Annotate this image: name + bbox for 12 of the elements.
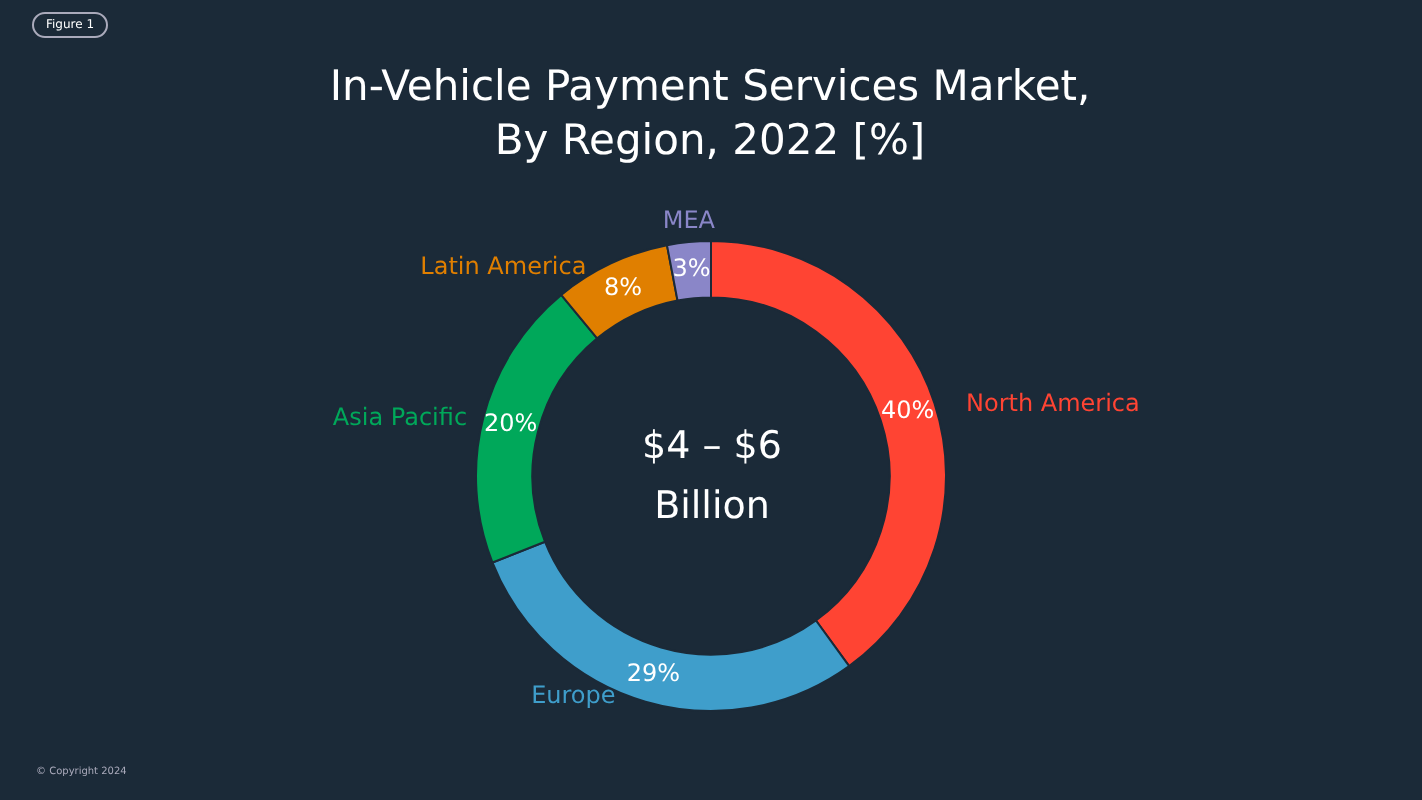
slice-label: Asia Pacific — [332, 402, 468, 431]
data-label: 29% — [626, 658, 680, 687]
data-label: 20% — [484, 408, 538, 437]
data-label: 8% — [603, 273, 642, 302]
chart-title: In-Vehicle Payment Services Market, By Region, 2022 [%] — [327, 60, 1093, 168]
data-label: 40% — [881, 396, 935, 425]
slice-label: Europe — [531, 681, 616, 710]
slice-label: MEA — [662, 206, 717, 235]
data-label: 3% — [672, 254, 711, 283]
slice-label: Latin America — [420, 251, 587, 280]
text: $4 – $6 Billion — [640, 422, 784, 532]
slice-label: North America — [966, 389, 1140, 418]
